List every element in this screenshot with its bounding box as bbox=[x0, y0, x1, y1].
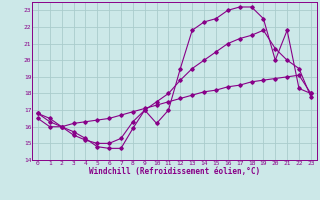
X-axis label: Windchill (Refroidissement éolien,°C): Windchill (Refroidissement éolien,°C) bbox=[89, 167, 260, 176]
